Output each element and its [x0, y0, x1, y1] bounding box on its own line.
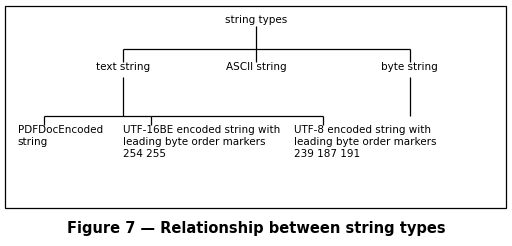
Bar	[5, 6, 506, 208]
Text: string types: string types	[225, 15, 287, 25]
Text: PDFDocEncoded
string: PDFDocEncoded string	[18, 125, 103, 147]
Text: UTF-8 encoded string with
leading byte order markers
239 187 191: UTF-8 encoded string with leading byte o…	[294, 125, 437, 159]
Text: UTF-16BE encoded string with
leading byte order markers
254 255: UTF-16BE encoded string with leading byt…	[123, 125, 280, 159]
Text: byte string: byte string	[381, 62, 438, 72]
Text: ASCII string: ASCII string	[226, 62, 286, 72]
Text: Figure 7 — Relationship between string types: Figure 7 — Relationship between string t…	[67, 221, 445, 236]
Text: text string: text string	[96, 62, 150, 72]
